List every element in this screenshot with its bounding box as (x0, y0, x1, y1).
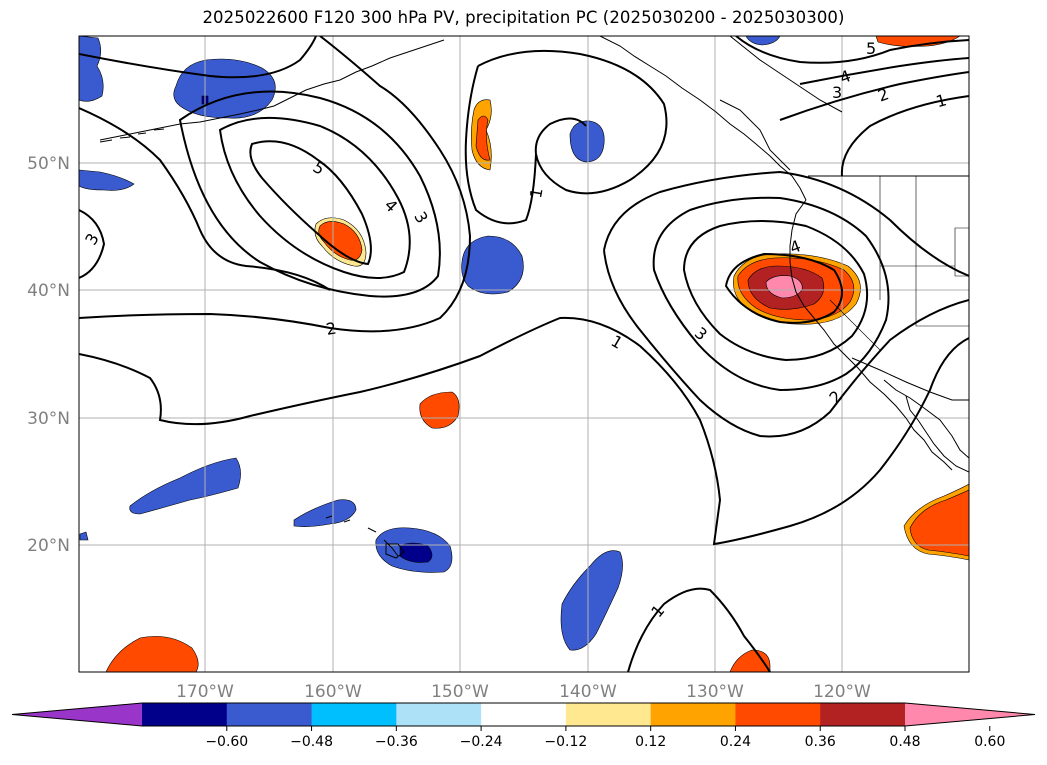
lon-label: 150°W (431, 682, 489, 702)
pos-anomaly-45n-160w-core (318, 221, 363, 261)
neg-anomaly-top-center (745, 36, 781, 46)
pv-contour-4-west (218, 116, 411, 279)
pv-contour-3-westedge (79, 209, 106, 279)
lon-label: 130°W (686, 682, 744, 702)
contour-label: 5 (866, 39, 876, 58)
coast-alaska-peninsula (99, 39, 445, 141)
pv-contour-ne-3 (799, 57, 969, 85)
pos-anomaly-n-west-core (475, 115, 491, 161)
neg-anomaly-nw-edge (79, 36, 104, 102)
colorbar-segment (396, 703, 482, 726)
coastlines (99, 36, 969, 559)
coast-pacific-nw (789, 199, 953, 471)
pos-anomaly-bottom-left (105, 636, 199, 672)
contour-label: 1 (526, 186, 546, 199)
colorbar-outline (11, 702, 1036, 727)
colorbar: −0.60 −0.48 −0.36 −0.24 −0.12 0.12 0.24 0.36 0.4… (11, 702, 1036, 750)
lat-label: 40°N (27, 281, 70, 301)
neg-anomaly-tiny-sw (79, 531, 89, 541)
latitude-labels: 50°N 40°N 30°N 20°N (27, 154, 70, 556)
coast-mexico-mainland (883, 379, 969, 459)
gridlines (79, 36, 969, 672)
colorbar-segment (142, 703, 228, 726)
border-us-mexico (851, 357, 969, 401)
colorbar-tick-label: −0.36 (375, 734, 418, 750)
coast-baja (905, 395, 969, 473)
pv-contour-1-center (464, 49, 668, 225)
pv-contour-1-south (627, 587, 771, 672)
colorbar-segment (650, 703, 736, 726)
neg-anomaly-hawaii-north (293, 499, 357, 527)
lon-label: 120°W (813, 682, 871, 702)
map-background (79, 36, 969, 672)
colorbar-segment (820, 703, 906, 726)
pv-contour-2-westedge (79, 107, 331, 291)
colorbar-tick-label: 0.24 (720, 734, 751, 750)
map-panel: 5 4 3 2 1 3 1 1 3 4 2 3 2 1 5 4 (79, 36, 969, 672)
neg-anomaly-subtropic-east (560, 550, 623, 651)
positive-precip-anomalies (105, 36, 969, 672)
pv-contour-3-west (178, 90, 441, 298)
pv-contour-5-east (724, 252, 843, 324)
colorbar-tick-label: 0.36 (805, 734, 836, 750)
state-lines (829, 176, 969, 351)
pos-anomaly-30n-150w (419, 391, 460, 429)
pv-contours (79, 36, 969, 672)
colorbar-segment (311, 703, 397, 726)
colorbar-segment (226, 703, 313, 726)
contour-label: 3 (832, 83, 842, 102)
map-title: 2025022600 F120 300 hPa PV, precipitatio… (202, 8, 845, 27)
lon-label: 170°W (176, 682, 234, 702)
colorbar-tick-label: 0.12 (635, 734, 666, 750)
colorbar-tick-label: −0.24 (460, 734, 503, 750)
colorbar-segment (735, 703, 821, 726)
pv-contour-ne-4 (735, 36, 969, 64)
lat-label: 30°N (27, 409, 70, 429)
lat-label: 20°N (27, 536, 70, 556)
hawaii-big-island (385, 543, 405, 559)
negative-precip-anomalies (79, 36, 781, 651)
colorbar-tick-label: −0.48 (290, 734, 333, 750)
neg-anomaly-northpac-mid (461, 235, 524, 295)
colorbar-segment (481, 703, 567, 726)
neg-anomaly-gulf-alaska-east (569, 120, 605, 163)
colorbar-tick-label: −0.12 (544, 734, 587, 750)
pos-anomaly-mexico-core (909, 489, 969, 557)
contour-label: 2 (325, 318, 338, 338)
pv-contour-2-east (603, 170, 969, 438)
contour-label: 1 (934, 90, 949, 111)
colorbar-tick-label: −0.60 (205, 734, 248, 750)
pv-contour-4-east (682, 220, 869, 362)
pos-anomaly-top-right (875, 36, 961, 47)
pv-contour-ne-1 (840, 95, 969, 177)
colorbar-extension-high (905, 703, 1035, 726)
colorbar-extension-low (12, 703, 142, 726)
pv-contour-ne-2 (779, 71, 969, 121)
neg-anomaly-hawaii-core (399, 542, 433, 563)
pv-contour-1-north (79, 36, 317, 79)
colorbar-segment (565, 703, 652, 726)
pv-contour-3-east (652, 196, 890, 392)
map-frame (78, 35, 970, 673)
lon-label: 160°W (304, 682, 362, 702)
pv-contour-5-west (249, 140, 372, 266)
pv-contour-2-west (79, 36, 472, 333)
neg-anomaly-subtropic-west (129, 457, 241, 515)
lon-label: 140°W (559, 682, 617, 702)
longitude-labels: 170°W 160°W 150°W 140°W 130°W 120°W (176, 682, 871, 702)
coast-gulf-alaska (599, 36, 807, 201)
lat-label: 50°N (27, 154, 70, 174)
pv-contour-1-main (79, 316, 969, 546)
neg-anomaly-west-48n (79, 169, 135, 191)
colorbar-tick-label: 0.60 (974, 734, 1005, 750)
hawaii-islands (325, 515, 399, 557)
aleutians-w (99, 128, 165, 143)
colorbar-tick-label: 0.48 (889, 734, 920, 750)
